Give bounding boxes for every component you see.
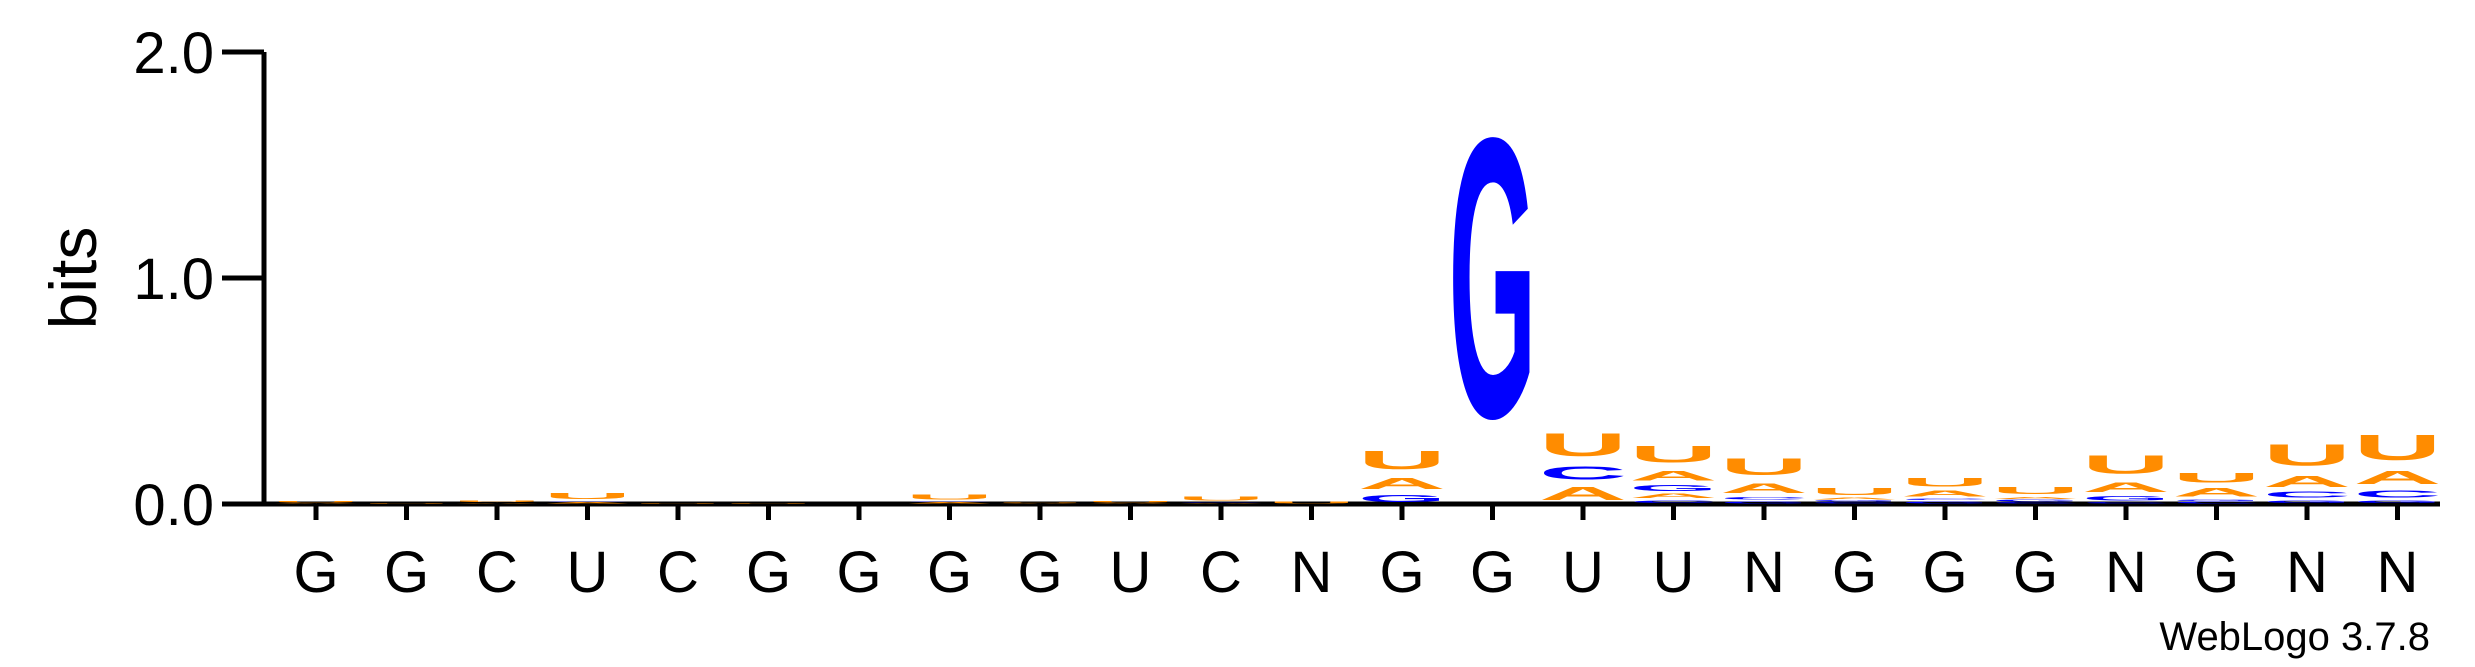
x-label-17: N <box>1743 540 1785 605</box>
glyph-pos21-G-1: G <box>2082 495 2170 502</box>
x-label-10: U <box>1110 540 1152 605</box>
glyph-pos9-U-1: U <box>996 502 1084 503</box>
x-label-23: N <box>2286 540 2328 605</box>
x-label-16: U <box>1653 540 1695 605</box>
x-label-13: G <box>1379 540 1424 605</box>
glyph-pos6-U-0: U <box>725 503 813 504</box>
weblogo-version: WebLogo 3.7.8 <box>2159 615 2430 659</box>
y-axis-title: bits <box>36 227 110 330</box>
glyph-pos8-C-1: C <box>906 501 994 502</box>
glyph-pos24-U-3: U <box>2354 428 2442 468</box>
glyph-pos1-A-0: A <box>272 503 360 504</box>
glyph-pos17-C-1: C <box>1720 496 1808 500</box>
glyph-pos8-U-2: U <box>906 493 994 501</box>
glyph-pos18-A-2: A <box>1811 497 1899 500</box>
x-label-20: G <box>2013 540 2058 605</box>
x-axis-ticks <box>313 504 2400 520</box>
glyph-pos23-U-3: U <box>2263 438 2351 472</box>
glyph-pos17-A-2: A <box>1720 480 1808 496</box>
x-label-7: G <box>836 540 881 605</box>
glyph-pos10-A-0: A <box>1087 503 1175 504</box>
x-label-4: U <box>567 540 609 605</box>
x-label-18: G <box>1832 540 1877 605</box>
glyph-pos18-G-1: G <box>1811 500 1899 502</box>
glyph-pos13-G-0: G <box>1358 493 1446 504</box>
glyph-pos16-C-0: C <box>1630 500 1718 504</box>
glyph-pos2-U-0: U <box>363 503 451 504</box>
y-tick-label-2: 2.0 <box>133 21 214 86</box>
y-axis: 2.0 1.0 0.0 bits <box>36 21 267 538</box>
glyph-pos21-C-0: C <box>2082 502 2170 504</box>
glyph-pos5-U-0: U <box>634 503 722 504</box>
glyph-pos10-U-1: U <box>1087 501 1175 503</box>
x-label-19: G <box>1922 540 1967 605</box>
glyph-pos11-U-2: U <box>1177 496 1265 502</box>
glyph-pos16-G-2: G <box>1630 484 1718 493</box>
glyph-pos11-A-0: A <box>1177 503 1265 504</box>
glyph-pos3-A-0: A <box>453 503 541 504</box>
glyph-pos14-G-0: G <box>1449 56 1537 502</box>
glyph-pos16-U-4: U <box>1630 440 1718 467</box>
glyph-pos19-U-3: U <box>1901 476 1989 489</box>
glyph-pos15-C-1: C <box>1539 463 1627 483</box>
glyph-pos23-C-1: C <box>2263 491 2351 500</box>
x-label-3: C <box>476 540 518 605</box>
glyph-pos4-A-0: A <box>544 502 632 504</box>
glyph-pos12-U-0: U <box>1268 501 1356 504</box>
glyph-pos22-C-0: C <box>2173 501 2261 504</box>
glyph-pos19-G-0: G <box>1901 501 1989 504</box>
glyph-pos4-C-1: C <box>544 501 632 502</box>
glyph-pos13-U-2: U <box>1358 445 1446 474</box>
x-label-24: N <box>2377 540 2419 605</box>
glyph-pos13-A-1: A <box>1358 475 1446 493</box>
x-label-12: N <box>1291 540 1333 605</box>
x-label-9: G <box>1017 540 1062 605</box>
glyph-pos18-C-0: C <box>1811 502 1899 504</box>
glyph-pos8-A-0: A <box>906 502 994 504</box>
glyph-pos16-A-1: A <box>1630 493 1718 500</box>
y-tick-label-1: 1.0 <box>133 247 214 312</box>
x-label-14: G <box>1470 540 1515 605</box>
glyph-pos16-A-3: A <box>1630 468 1718 484</box>
glyph-pos22-U-3: U <box>2173 470 2261 486</box>
glyph-pos20-U-3: U <box>1992 485 2080 496</box>
glyph-pos23-A-2: A <box>2263 472 2351 490</box>
glyph-pos24-A-2: A <box>2354 468 2442 488</box>
x-label-5: C <box>657 540 699 605</box>
glyph-pos23-G-0: G <box>2263 499 2351 503</box>
glyph-pos19-C-1: C <box>1901 498 1989 500</box>
glyph-pos4-U-2: U <box>544 492 632 501</box>
x-label-1: G <box>293 540 338 605</box>
glyph-pos22-A-2: A <box>2173 486 2261 499</box>
glyph-pos9-A-0: A <box>996 503 1084 504</box>
glyph-pos17-U-3: U <box>1720 453 1808 480</box>
glyph-pos24-C-1: C <box>2354 488 2442 499</box>
glyph-pos21-U-3: U <box>2082 450 2170 479</box>
x-label-11: C <box>1200 540 1242 605</box>
glyph-pos1-U-1: U <box>272 501 360 503</box>
x-label-21: N <box>2105 540 2147 605</box>
x-label-6: G <box>746 540 791 605</box>
x-label-8: G <box>927 540 972 605</box>
glyph-pos21-A-2: A <box>2082 479 2170 495</box>
glyph-pos15-U-2: U <box>1539 427 1627 463</box>
glyph-pos22-G-1: G <box>2173 499 2261 501</box>
glyph-pos20-C-0: C <box>1992 502 2080 504</box>
y-tick-label-0: 0.0 <box>133 473 214 538</box>
glyph-pos3-U-1: U <box>453 500 541 502</box>
glyph-pos11-C-1: C <box>1177 502 1265 503</box>
x-label-2: G <box>384 540 429 605</box>
glyph-pos17-G-0: G <box>1720 501 1808 504</box>
x-label-15: U <box>1562 540 1604 605</box>
glyph-pos19-A-2: A <box>1901 489 1989 498</box>
glyph-pos20-A-2: A <box>1992 496 2080 499</box>
glyph-pos24-G-0: G <box>2354 499 2442 503</box>
x-label-22: G <box>2194 540 2239 605</box>
glyph-pos20-G-1: G <box>1992 499 2080 502</box>
glyph-pos15-A-0: A <box>1539 484 1627 504</box>
glyph-pos18-U-3: U <box>1811 486 1899 497</box>
